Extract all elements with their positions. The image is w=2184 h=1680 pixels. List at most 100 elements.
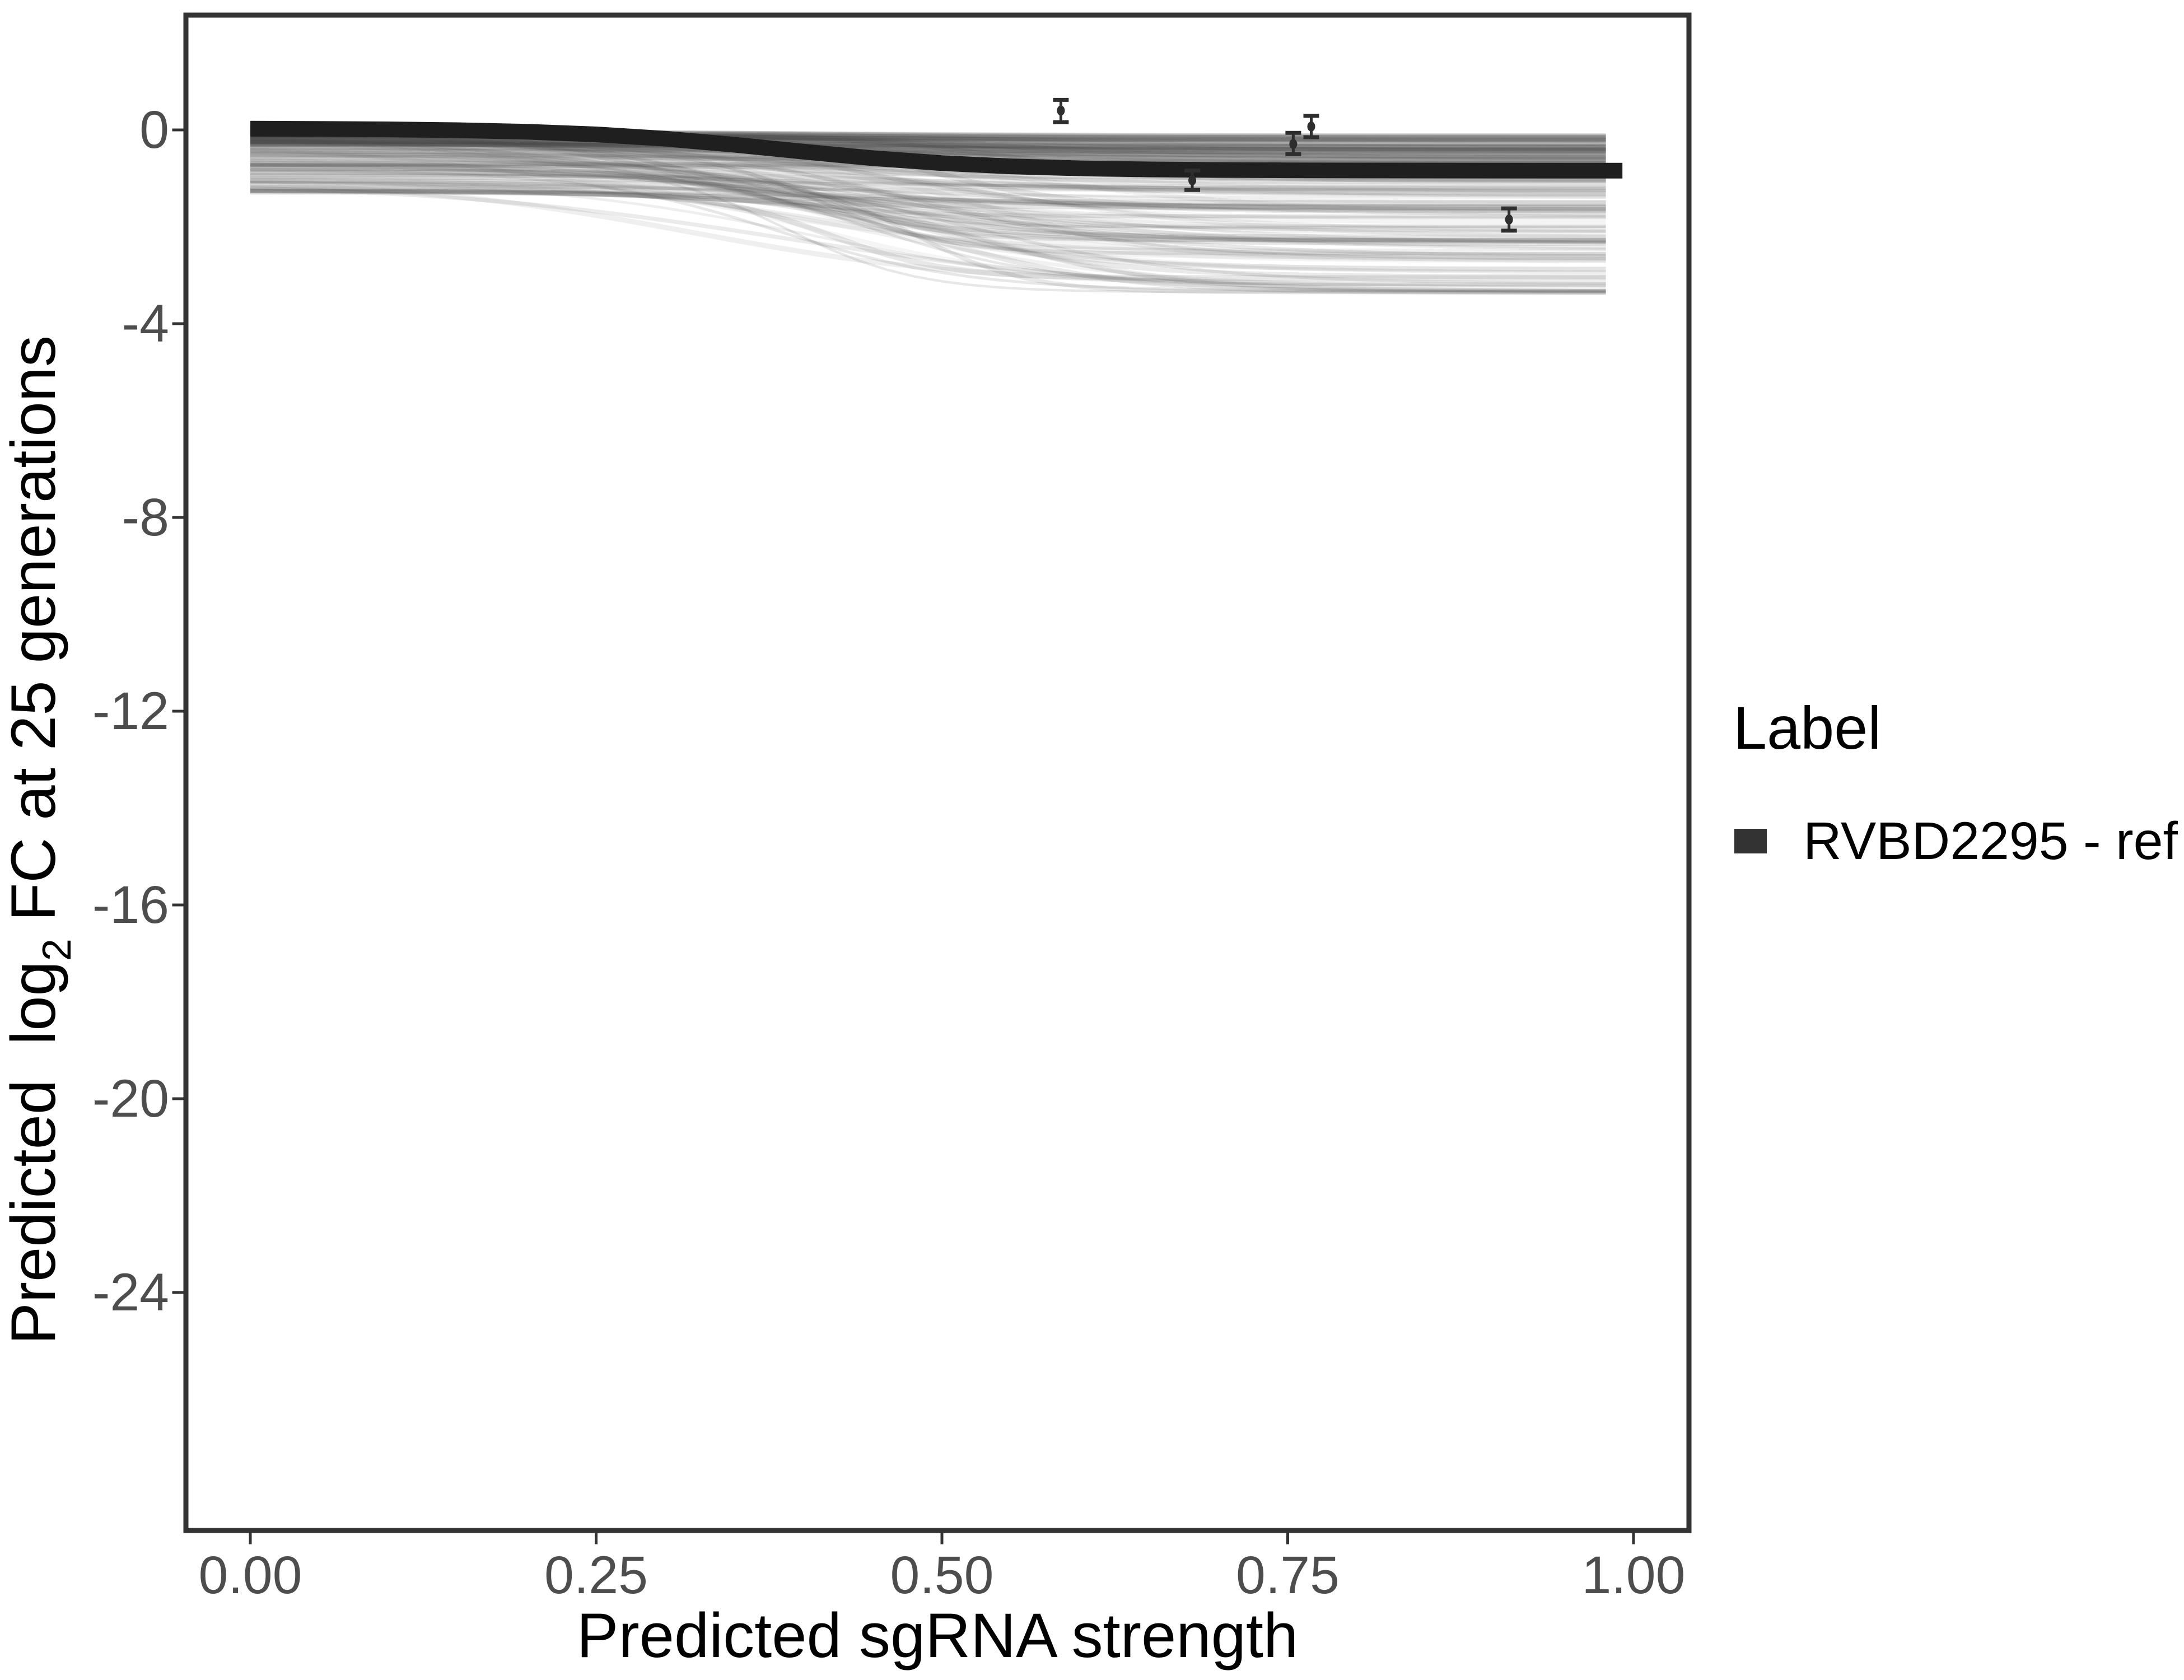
ensemble-curve: [250, 165, 1606, 285]
ensemble-curve: [250, 138, 1606, 147]
ensemble-curve: [250, 139, 1606, 245]
ensemble-curve: [250, 139, 1606, 154]
ensemble-curve: [250, 188, 1606, 206]
ensemble-curve: [250, 151, 1606, 198]
ensemble-curve: [250, 138, 1606, 162]
ensemble-curve: [250, 156, 1606, 219]
ensemble-curve: [250, 142, 1606, 149]
y-tick-label: -4: [122, 294, 169, 353]
ensemble-curve: [250, 151, 1606, 243]
y-tick-label: -20: [92, 1069, 169, 1128]
ensemble-curve: [250, 186, 1606, 293]
ensemble-curve: [250, 185, 1606, 192]
y-tick-label: 0: [139, 100, 169, 160]
ensemble-curve: [250, 181, 1606, 192]
ensemble-curve: [250, 148, 1606, 154]
ensemble-curve: [250, 132, 1606, 240]
ensemble-curve: [250, 144, 1606, 239]
ensemble-curve: [250, 188, 1606, 243]
ensemble-curve: [250, 139, 1606, 153]
ensemble-curve: [250, 141, 1606, 151]
ensemble-curve: [250, 143, 1606, 162]
ensemble-curve: [250, 137, 1606, 160]
ensemble-curve: [250, 146, 1606, 160]
ensemble-curve: [250, 178, 1606, 211]
ensemble-curve: [250, 146, 1606, 189]
ensemble-curve: [250, 134, 1606, 153]
data-point: [1289, 139, 1298, 150]
ensemble-curve: [250, 140, 1606, 146]
ensemble-curve: [250, 142, 1606, 164]
data-point: [1057, 105, 1065, 116]
ensemble-curve: [250, 187, 1606, 210]
ensemble-curve: [250, 163, 1606, 243]
ensemble-curve: [250, 133, 1606, 188]
ensemble-curve: [250, 136, 1606, 213]
ensemble-curve: [250, 180, 1606, 293]
ensemble-curve: [250, 177, 1606, 199]
ensemble-curve: [250, 158, 1606, 251]
ensemble-curve: [250, 179, 1606, 211]
ensemble-curve: [250, 159, 1606, 235]
ensemble-curve: [250, 151, 1606, 197]
ensemble-curve: [250, 138, 1606, 147]
ensemble-curve: [250, 163, 1606, 293]
ensemble-curve: [250, 160, 1606, 262]
ensemble-curve: [250, 139, 1606, 158]
ensemble-curve: [250, 141, 1606, 150]
ensemble-curve: [250, 185, 1606, 295]
ensemble-curve: [250, 180, 1606, 274]
ensemble-curve: [250, 134, 1606, 246]
ensemble-curve: [250, 189, 1606, 293]
ensemble-curve: [250, 160, 1606, 287]
ensemble-curve: [250, 146, 1606, 256]
panel-border: [183, 12, 1692, 1533]
ensemble-curve: [250, 156, 1606, 242]
ensemble-curve: [250, 138, 1606, 160]
y-axis-title-text: Predicted log: [0, 961, 68, 1345]
x-tick-label: 0.50: [890, 1546, 994, 1605]
ensemble-curve: [250, 139, 1606, 151]
ensemble-curve: [250, 174, 1606, 228]
ensemble-curve: [250, 142, 1606, 154]
x-tick-label: 1.00: [1581, 1546, 1686, 1605]
ensemble-curve: [250, 178, 1606, 272]
y-axis-title-text-tail: FC at 25 generations: [0, 335, 68, 939]
ensemble-curve: [250, 181, 1606, 244]
ensemble-curve: [250, 168, 1606, 249]
ensemble-curve: [250, 172, 1606, 192]
ensemble-curve: [250, 148, 1606, 196]
ensemble-curve: [250, 143, 1606, 151]
ensemble-curve: [250, 141, 1606, 149]
ensemble-curve: [250, 173, 1606, 295]
ensemble-curve: [250, 132, 1606, 185]
ensemble-curve: [250, 138, 1606, 156]
ensemble-curve: [250, 169, 1606, 181]
data-point: [1505, 214, 1513, 225]
y-axis-title-subscript: 2: [35, 939, 80, 962]
legend: Label RVBD2295 - ref: [1733, 694, 2181, 874]
ensemble-curve: [250, 137, 1606, 156]
ensemble-curve: [250, 137, 1606, 260]
reference-line: [250, 120, 1623, 179]
data-point: [1307, 121, 1315, 132]
ensemble-curve: [250, 137, 1606, 146]
ensemble-curve: [250, 133, 1606, 242]
ensemble-curve: [250, 154, 1606, 194]
legend-item: RVBD2295 - ref: [1733, 812, 2181, 874]
ensemble-curve: [250, 191, 1606, 206]
ensemble-curve: [250, 139, 1606, 158]
ensemble-curve: [250, 152, 1606, 204]
ensemble-curve: [250, 165, 1606, 233]
ensemble-curve: [250, 148, 1606, 190]
ensemble-curve: [250, 162, 1606, 258]
y-tick-label: -16: [92, 875, 169, 935]
ensemble-curve: [250, 189, 1606, 251]
y-axis-title: Predicted log2 FC at 25 generations: [0, 190, 80, 1490]
ensemble-curve: [250, 164, 1606, 229]
legend-item-label: RVBD2295 - ref: [1803, 811, 2178, 871]
x-axis-title: Predicted sgRNA strength: [576, 1600, 1299, 1670]
ensemble-curve: [250, 169, 1606, 197]
data-point: [1188, 175, 1197, 185]
